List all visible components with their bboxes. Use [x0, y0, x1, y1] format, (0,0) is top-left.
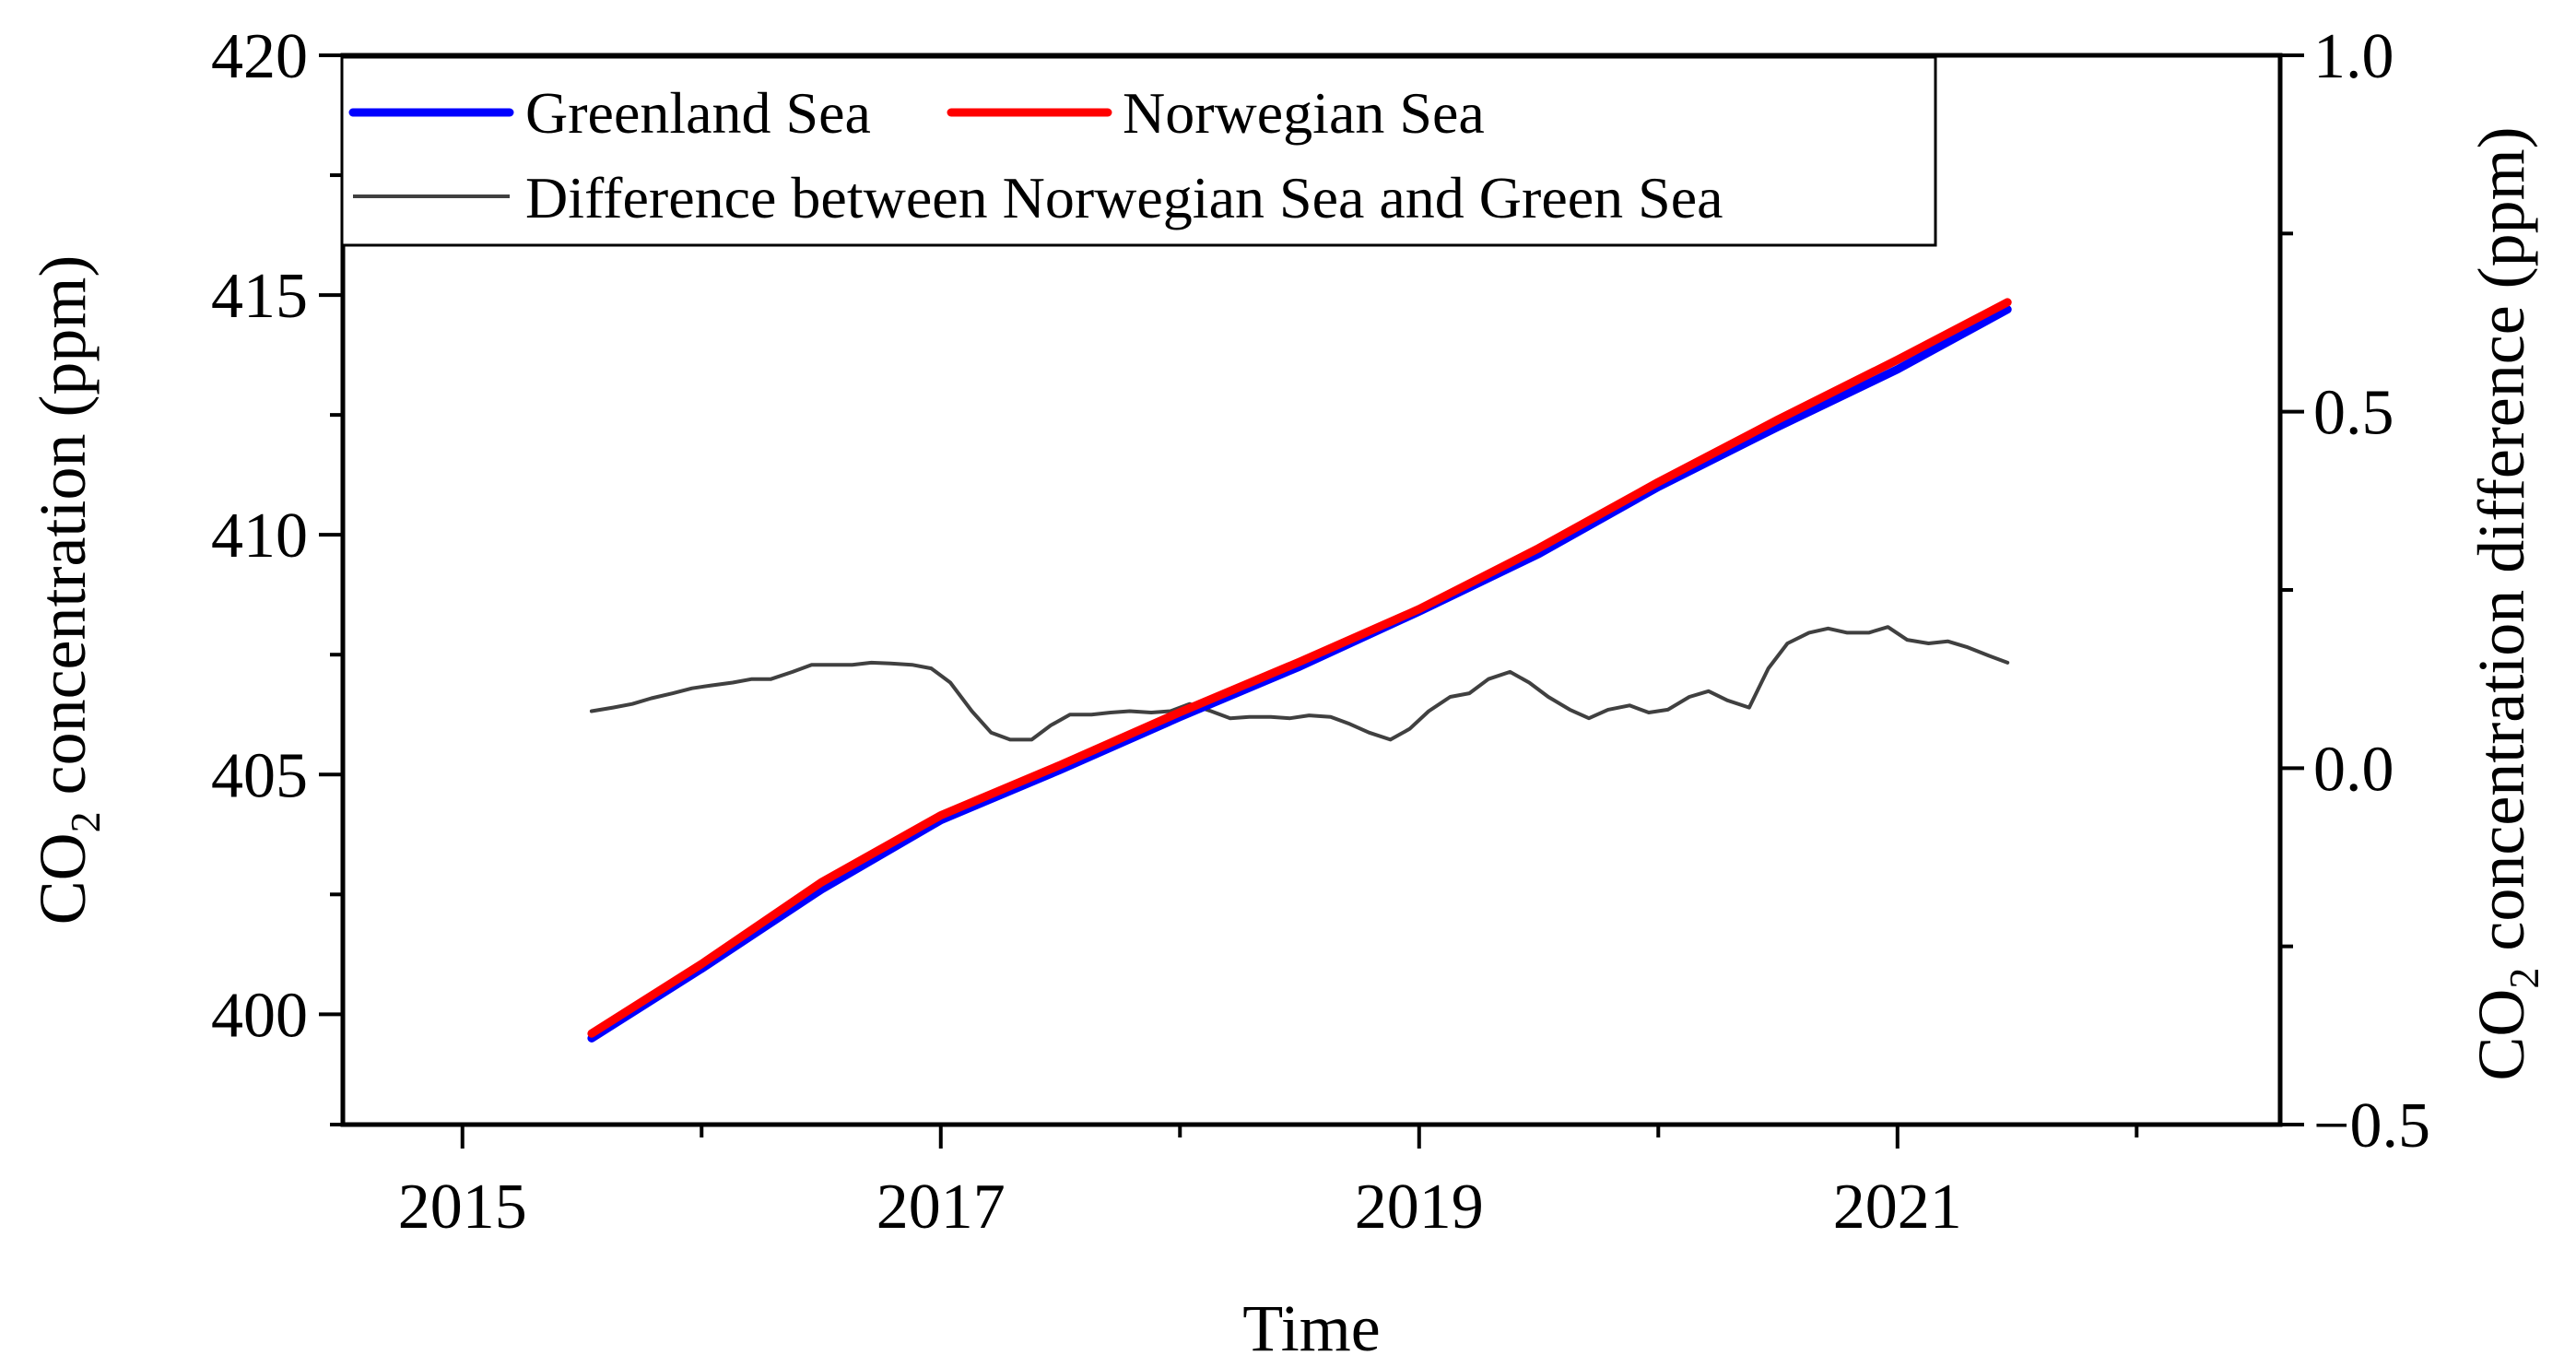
line-greenland-sea — [592, 310, 2007, 1039]
plot-lines — [592, 302, 2007, 1039]
chart: 2015 2017 2019 2021 400 405 410 415 420 −0.5 0.0 0.… — [0, 0, 2576, 1367]
y2-tick-label: −0.5 — [2313, 1090, 2430, 1161]
y2-axis-title: CO2 concentration difference (ppm) — [2464, 126, 2547, 1080]
x-tick-label: 2015 — [398, 1172, 527, 1243]
y2-axis-title-rest: concentration difference (ppm) — [2464, 126, 2538, 967]
y-tick-label: 415 — [211, 261, 308, 332]
y2-tick-label: 1.0 — [2313, 21, 2394, 92]
legend: Greenland Sea Norwegian Sea Difference b… — [342, 57, 1935, 245]
x-tick-label: 2017 — [876, 1172, 1006, 1243]
legend-label-norwegian: Norwegian Sea — [1123, 80, 1485, 146]
y-axis-title-main: CO — [26, 832, 100, 925]
y-tick-label: 400 — [211, 980, 308, 1051]
y2-tick-label: 0.5 — [2313, 378, 2394, 449]
y2-tick-label: 0.0 — [2313, 734, 2394, 805]
y-axis-title-rest: concentration (ppm) — [26, 255, 100, 812]
y-axis-title: CO2 concentration (ppm) — [26, 255, 109, 925]
x-tick-label: 2021 — [1833, 1172, 1962, 1243]
legend-label-difference: Difference between Norwegian Sea and Gre… — [525, 165, 1723, 230]
y-tick-label: 420 — [211, 21, 308, 92]
x-axis-title: Time — [1242, 1291, 1380, 1365]
legend-label-greenland: Greenland Sea — [525, 80, 871, 146]
y-tick-label: 410 — [211, 501, 308, 572]
line-difference — [592, 627, 2007, 739]
y2-axis-title-subscript: 2 — [2500, 968, 2547, 989]
y2-axis-title-main: CO — [2464, 989, 2538, 1081]
x-tick-label: 2019 — [1355, 1172, 1484, 1243]
y-axis-title-subscript: 2 — [62, 811, 109, 832]
y-tick-label: 405 — [211, 740, 308, 811]
